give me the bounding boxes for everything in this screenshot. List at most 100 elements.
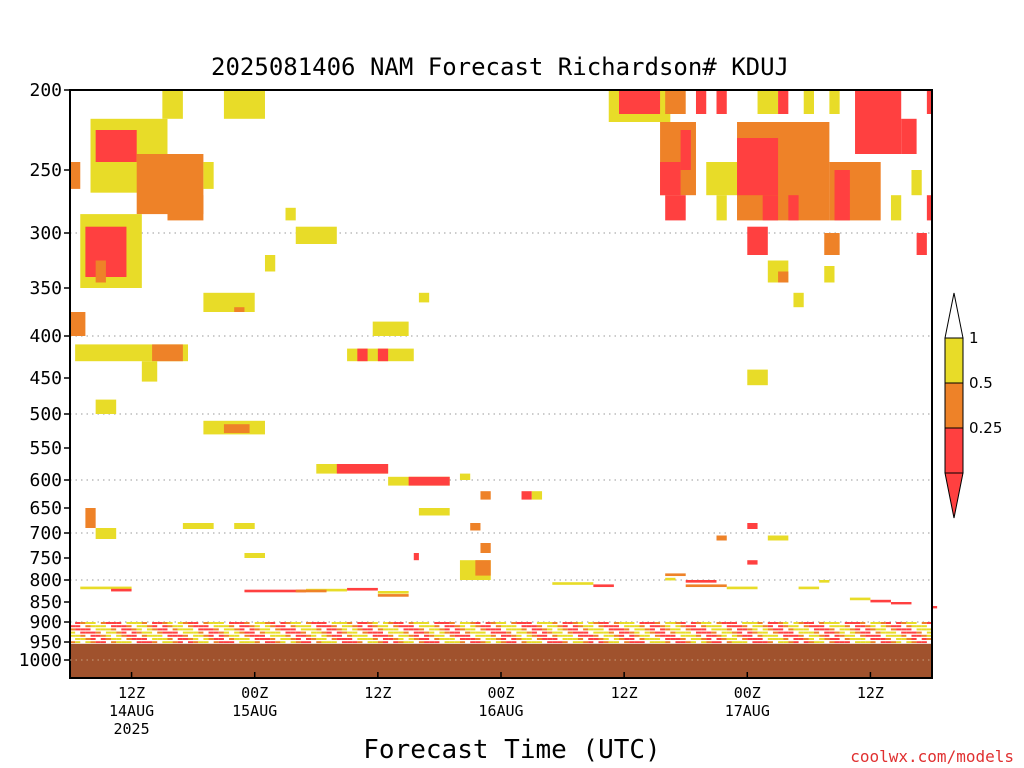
ri-cell: [834, 625, 840, 628]
ri-cell: [588, 638, 594, 640]
ri-cell: [341, 625, 348, 628]
ri-cell: [767, 634, 773, 637]
ri-cell: [711, 634, 717, 637]
ri-cell: [367, 641, 373, 644]
ri-cell: [444, 622, 450, 624]
ri-cell: [701, 628, 707, 631]
ri-cell: [188, 625, 194, 628]
ri-cell: [793, 628, 799, 631]
x-tick-label: 17AUG: [725, 702, 770, 720]
ri-cell: [506, 631, 512, 634]
ri-cell: [572, 628, 578, 631]
ri-cell: [767, 622, 773, 624]
ri-cell: [229, 625, 235, 628]
ri-cell: [885, 634, 891, 637]
ri-cell: [331, 625, 337, 628]
ri-cell: [506, 628, 512, 631]
ri-cell: [767, 628, 773, 631]
ri-cell: [593, 631, 599, 634]
ri-cell: [254, 638, 260, 640]
ri-cell: [613, 641, 620, 644]
ri-cell: [562, 641, 568, 644]
ri-cell: [660, 628, 666, 631]
ri-cell: [105, 631, 112, 634]
ri-cell: [382, 622, 389, 624]
ri-cell: [152, 344, 183, 362]
ri-cell: [916, 634, 922, 637]
ri-cell: [223, 90, 265, 119]
ri-cell: [254, 622, 260, 624]
ri-cell: [521, 622, 527, 624]
ri-cell: [716, 535, 727, 541]
ri-cell: [449, 631, 455, 634]
ri-cell: [152, 634, 158, 637]
ri-cell: [772, 634, 779, 637]
ri-cell: [198, 625, 204, 628]
ri-cell: [716, 90, 727, 114]
ri-cell: [896, 628, 902, 631]
ri-cell: [372, 321, 409, 336]
ri-cell: [229, 641, 235, 644]
x-tick-label: 00Z: [734, 684, 761, 702]
ri-cell: [598, 638, 604, 640]
ri-cell: [803, 631, 809, 634]
ri-cell: [85, 226, 127, 277]
ri-cell: [459, 628, 466, 631]
ri-cell: [695, 638, 702, 640]
ri-cell: [372, 631, 378, 634]
ri-cell: [270, 625, 276, 628]
ri-cell: [870, 599, 891, 603]
ri-cell: [295, 625, 301, 628]
ri-cell: [244, 589, 307, 593]
ri-cell: [660, 641, 666, 644]
ri-cell: [803, 90, 814, 114]
ri-cell: [901, 638, 907, 640]
ri-cell: [577, 625, 584, 628]
ri-cell: [885, 631, 891, 634]
ri-cell: [870, 625, 876, 628]
ri-cell: [654, 622, 661, 624]
ri-cell: [203, 162, 214, 189]
ri-cell: [531, 625, 537, 628]
colorbar-band: [944, 337, 964, 384]
ri-cell: [526, 638, 532, 640]
ri-cell: [362, 628, 368, 631]
ri-cell: [880, 622, 886, 624]
ri-cell: [747, 523, 758, 529]
ri-cell: [916, 641, 922, 644]
ri-cell: [188, 622, 194, 624]
ri-cell: [146, 625, 153, 628]
ri-cell: [901, 628, 907, 631]
ri-cell: [367, 625, 373, 628]
ri-cell: [516, 622, 522, 624]
ri-cell: [162, 90, 183, 119]
ri-cell: [116, 625, 122, 628]
ri-cell: [762, 631, 768, 634]
ri-cell: [213, 638, 219, 640]
ri-cell: [701, 638, 707, 640]
ri-cell: [798, 628, 804, 631]
ri-cell: [418, 625, 425, 628]
ri-cell: [429, 634, 435, 637]
ri-cell: [311, 638, 317, 640]
ri-cell: [290, 628, 296, 631]
ri-cell: [572, 638, 578, 640]
ri-cell: [670, 628, 676, 631]
y-tick-label: 800: [29, 570, 62, 591]
ri-cell: [357, 625, 363, 628]
ri-cell: [552, 634, 558, 637]
ri-cell: [716, 638, 722, 640]
ri-cell: [413, 634, 419, 637]
ri-cell: [603, 634, 609, 637]
ri-cell: [95, 399, 117, 414]
ri-cell: [721, 631, 727, 634]
ri-cell: [90, 634, 96, 637]
ri-cell: [157, 628, 163, 631]
ri-cell: [660, 634, 666, 637]
ri-cell: [613, 622, 620, 624]
ri-cell: [906, 631, 912, 634]
ri-cell: [772, 628, 779, 631]
ri-cell: [921, 641, 927, 644]
ri-cell: [896, 638, 902, 640]
ri-cell: [141, 625, 147, 628]
